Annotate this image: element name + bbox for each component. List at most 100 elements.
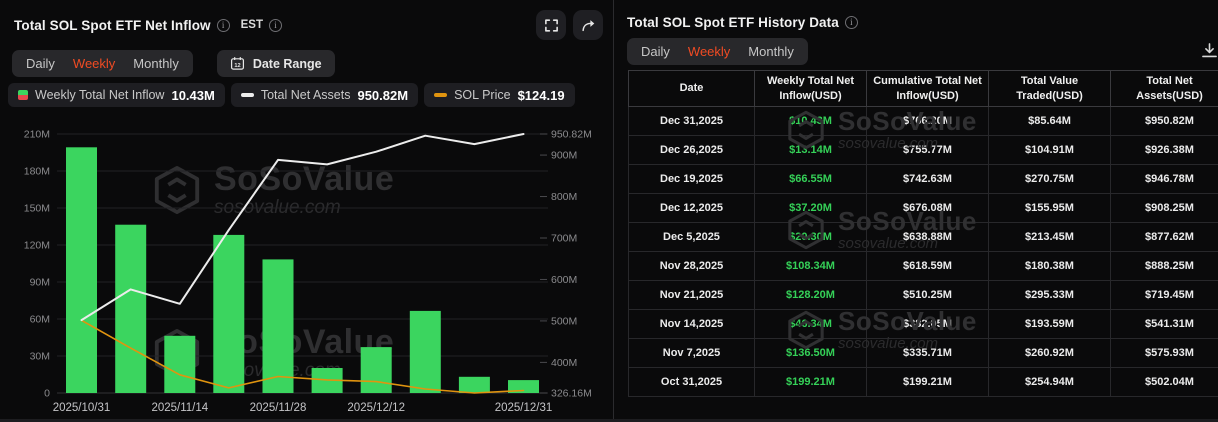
value-traded-cell: $85.64M — [988, 106, 1111, 136]
column-header: Date — [628, 70, 755, 107]
info-icon[interactable] — [844, 15, 858, 29]
chart-canvas[interactable]: 0 30M 60M 90M 120M 150M 180M 210M 326.16M 400M 500… — [0, 110, 613, 422]
inflow-cell: $10.43M — [754, 106, 867, 136]
date-cell: Dec 5,2025 — [628, 222, 755, 252]
value-traded-cell: $260.92M — [988, 338, 1111, 368]
timezone-label: EST — [240, 19, 264, 31]
calendar-icon: 12 — [230, 57, 244, 70]
date-cell: Dec 26,2025 — [628, 135, 755, 165]
table-row: Dec 31,2025 $10.43M $766.20M $85.64M $950.82… — [628, 106, 1218, 136]
download-button[interactable] — [1197, 40, 1218, 64]
value-traded-cell: $254.94M — [988, 367, 1111, 397]
cumulative-inflow-cell: $510.25M — [866, 280, 989, 310]
net-assets-cell: $541.31M — [1110, 309, 1218, 339]
column-header: Total Net Assets(USD) — [1110, 70, 1218, 107]
value-traded-cell: $180.38M — [988, 251, 1111, 281]
tab-daily[interactable]: Daily — [17, 52, 64, 75]
inflow-cell: $136.50M — [754, 338, 867, 368]
svg-text:2025/12/31: 2025/12/31 — [495, 402, 553, 414]
net-assets-cell: $926.38M — [1110, 135, 1218, 165]
cumulative-inflow-cell: $676.08M — [866, 193, 989, 223]
tab-monthly[interactable]: Monthly — [124, 52, 188, 75]
value-traded-cell: $295.33M — [988, 280, 1111, 310]
cumulative-inflow-cell: $382.05M — [866, 309, 989, 339]
net-assets-cell: $877.62M — [1110, 222, 1218, 252]
svg-text:950.82M: 950.82M — [551, 129, 592, 141]
inflow-cell: $128.20M — [754, 280, 867, 310]
date-cell: Nov 7,2025 — [628, 338, 755, 368]
column-header: Weekly Total Net Inflow(USD) — [754, 70, 867, 107]
svg-text:0: 0 — [44, 388, 50, 400]
value-traded-cell: $104.91M — [988, 135, 1111, 165]
svg-text:150M: 150M — [24, 203, 50, 215]
table-row: Nov 28,2025 $108.34M $618.59M $180.38M $888.… — [628, 251, 1218, 281]
svg-text:90M: 90M — [30, 277, 50, 289]
legend-total-net-assets[interactable]: Total Net Assets 950.82M — [230, 83, 419, 107]
svg-text:326.16M: 326.16M — [551, 388, 592, 400]
date-cell: Dec 19,2025 — [628, 164, 755, 194]
share-icon — [581, 19, 594, 31]
net-assets-cell: $719.45M — [1110, 280, 1218, 310]
table-row: Dec 19,2025 $66.55M $742.63M $270.75M $946.7… — [628, 164, 1218, 194]
legend-value: 950.82M — [357, 87, 409, 103]
tab-weekly[interactable]: Weekly — [64, 52, 124, 75]
table-row: Nov 14,2025 $46.34M $382.05M $193.59M $541.3… — [628, 309, 1218, 339]
chart-legend: Weekly Total Net Inflow 10.43M Total Net… — [8, 83, 575, 107]
table-panel-header: Total SOL Spot ETF History Data — [627, 10, 858, 34]
chart-panel-header: Total SOL Spot ETF Net Inflow EST — [14, 8, 603, 42]
value-traded-cell: $270.75M — [988, 164, 1111, 194]
date-cell: Nov 28,2025 — [628, 251, 755, 281]
download-icon — [1201, 43, 1217, 58]
fullscreen-button[interactable] — [536, 10, 566, 40]
date-cell: Dec 12,2025 — [628, 193, 755, 223]
horizontal-scrollbar-track[interactable] — [0, 419, 1218, 422]
legend-weekly-net-inflow[interactable]: Weekly Total Net Inflow 10.43M — [8, 83, 225, 107]
net-assets-cell: $502.04M — [1110, 367, 1218, 397]
cumulative-inflow-cell: $335.71M — [866, 338, 989, 368]
svg-text:180M: 180M — [24, 166, 50, 178]
info-icon[interactable] — [216, 18, 230, 32]
inflow-swatch-icon — [18, 90, 28, 100]
table-controls: Daily Weekly Monthly — [627, 38, 808, 65]
date-cell: Oct 31,2025 — [628, 367, 755, 397]
svg-text:800M: 800M — [551, 191, 577, 203]
date-cell: Nov 14,2025 — [628, 309, 755, 339]
tab-monthly[interactable]: Monthly — [739, 40, 803, 63]
date-range-label: Date Range — [252, 56, 322, 71]
table-row: Nov 21,2025 $128.20M $510.25M $295.33M $719.… — [628, 280, 1218, 310]
cumulative-inflow-cell: $618.59M — [866, 251, 989, 281]
legend-label: SOL Price — [454, 88, 511, 102]
net-inflow-chart[interactable]: SoSoValue sosovalue.com SoSoValue sosova… — [0, 110, 613, 422]
tab-weekly[interactable]: Weekly — [679, 40, 739, 63]
table-period-tabs: Daily Weekly Monthly — [627, 38, 808, 65]
column-header: Total Value Traded(USD) — [988, 70, 1111, 107]
table-title: Total SOL Spot ETF History Data — [627, 14, 839, 30]
svg-text:500M: 500M — [551, 315, 577, 327]
info-icon[interactable] — [269, 18, 283, 32]
assets-swatch-icon — [240, 93, 254, 97]
inflow-cell: $13.14M — [754, 135, 867, 165]
legend-sol-price[interactable]: SOL Price $124.19 — [424, 83, 575, 107]
tab-daily[interactable]: Daily — [632, 40, 679, 63]
svg-text:120M: 120M — [24, 240, 50, 252]
column-header: Cumulative Total Net Inflow(USD) — [866, 70, 989, 107]
date-cell: Dec 31,2025 — [628, 106, 755, 136]
svg-text:210M: 210M — [24, 129, 50, 141]
net-inflow-chart-panel: Total SOL Spot ETF Net Inflow EST — [0, 0, 614, 422]
inflow-cell: $199.21M — [754, 367, 867, 397]
table-row: Oct 31,2025 $199.21M $199.21M $254.94M $502.… — [628, 367, 1218, 397]
value-traded-cell: $193.59M — [988, 309, 1111, 339]
chart-controls: Daily Weekly Monthly 12 Date Range — [12, 50, 335, 77]
net-assets-cell: $946.78M — [1110, 164, 1218, 194]
cumulative-inflow-cell: $199.21M — [866, 367, 989, 397]
net-assets-cell: $575.93M — [1110, 338, 1218, 368]
date-cell: Nov 21,2025 — [628, 280, 755, 310]
svg-text:12: 12 — [234, 63, 240, 69]
date-range-button[interactable]: 12 Date Range — [216, 50, 335, 77]
history-table-container: SoSoValue sosovalue.com SoSoValue sosova… — [628, 70, 1218, 422]
share-button[interactable] — [573, 10, 603, 40]
legend-label: Weekly Total Net Inflow — [35, 88, 165, 102]
chart-period-tabs: Daily Weekly Monthly — [12, 50, 193, 77]
table-row: Dec 26,2025 $13.14M $755.77M $104.91M $926.3… — [628, 135, 1218, 165]
net-assets-cell: $888.25M — [1110, 251, 1218, 281]
